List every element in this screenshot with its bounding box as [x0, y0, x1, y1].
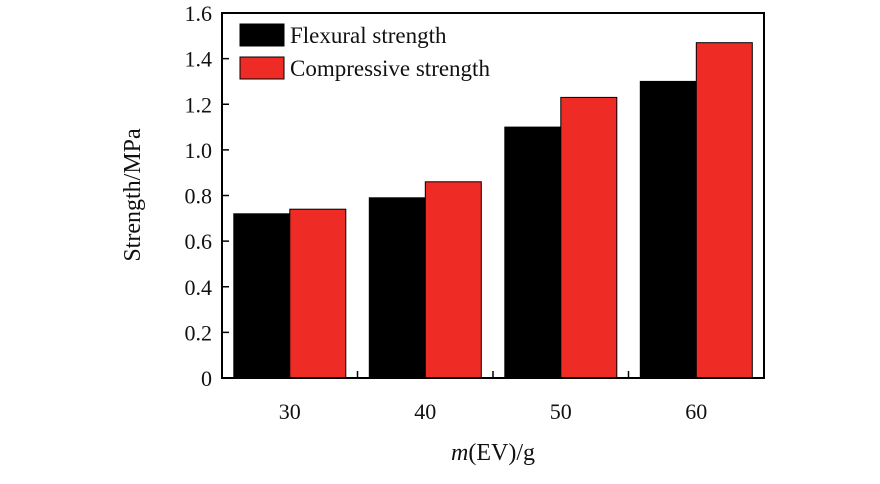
legend-label-flexural-strength: Flexural strength [290, 23, 447, 48]
y-axis-label: Strength/MPa [120, 128, 146, 262]
x-axis-label-variable: m [451, 440, 468, 466]
bar-compressive-strength-30 [289, 208, 347, 379]
x-axis-label: m(EV)/g [451, 440, 535, 466]
legend-swatch-compressive-strength [239, 56, 285, 80]
x-tick-label: 50 [550, 399, 572, 424]
y-tick-label: 1.6 [185, 1, 213, 26]
y-tick-label: 0 [201, 366, 212, 391]
x-axis-label-unit: (EV)/g [468, 440, 535, 466]
bar-compressive-strength-40 [424, 181, 482, 379]
y-axis-ticks: 0 0.2 0.4 0.6 0.8 1.0 1.2 1.4 1.6 [185, 1, 229, 391]
y-tick-label: 0.6 [185, 229, 213, 254]
bar-flexural-strength-60 [639, 80, 697, 379]
y-tick-label: 1.2 [185, 92, 213, 117]
bar-flexural-strength-50 [504, 126, 562, 379]
legend: Flexural strength Compressive strength [239, 23, 490, 81]
x-tick-label: 40 [414, 399, 436, 424]
x-tick-label: 60 [685, 399, 707, 424]
bar-flexural-strength-30 [233, 213, 291, 379]
y-tick-label: 0.4 [185, 275, 213, 300]
bars-group [233, 42, 753, 379]
y-tick-label: 0.8 [185, 184, 213, 209]
bar-compressive-strength-50 [560, 96, 618, 379]
y-tick-label: 1.0 [185, 138, 213, 163]
legend-label-compressive-strength: Compressive strength [290, 56, 490, 81]
legend-swatch-flexural-strength [239, 23, 285, 47]
x-tick-label: 30 [279, 399, 301, 424]
y-tick-label: 0.2 [185, 320, 213, 345]
bar-flexural-strength-40 [368, 197, 426, 379]
bar-compressive-strength-60 [695, 42, 753, 379]
y-tick-label: 1.4 [185, 47, 213, 72]
x-axis-ticks: 30 40 50 60 [279, 371, 707, 424]
